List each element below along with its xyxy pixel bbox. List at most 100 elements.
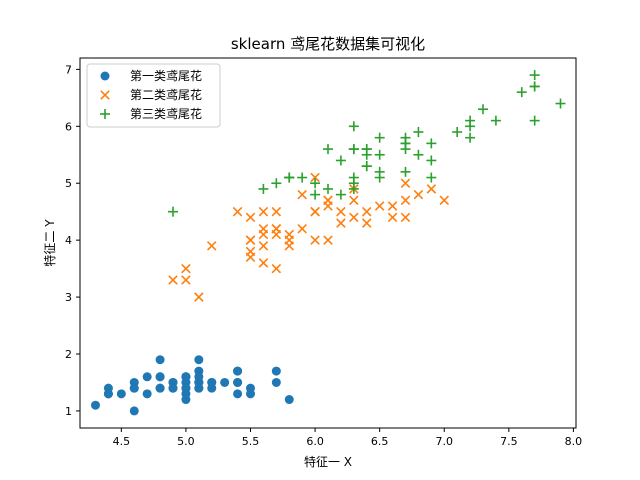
legend-marker (100, 71, 110, 81)
x-axis: 4.5 5.0 5.5 6.0 6.5 7.0 7.5 8.0 (113, 428, 582, 448)
data-point (374, 149, 385, 160)
data-point (490, 115, 501, 126)
data-point (400, 212, 411, 223)
y-tick-label: 3 (65, 291, 72, 304)
data-point (400, 195, 411, 206)
data-point (310, 206, 320, 217)
data-point (400, 138, 411, 149)
data-point (181, 263, 191, 274)
data-point (271, 206, 282, 217)
data-point (465, 132, 476, 143)
data-point (245, 252, 256, 262)
data-point (297, 189, 307, 200)
data-point (426, 138, 437, 149)
data-point (555, 98, 566, 109)
data-point (232, 206, 243, 217)
data-point (387, 212, 398, 223)
series-2 (168, 172, 450, 302)
data-point (310, 235, 320, 245)
data-point (310, 189, 321, 200)
data-point (271, 229, 282, 240)
data-point (349, 212, 359, 223)
chart-title: sklearn 鸢尾花数据集可视化 (231, 35, 425, 53)
x-tick-label: 7.5 (500, 435, 518, 448)
data-point (478, 104, 488, 115)
legend-label: 第一类鸢尾花 (130, 68, 202, 83)
data-point (103, 389, 113, 399)
data-point (258, 183, 269, 194)
legend-item: 第三类鸢尾花 (100, 106, 202, 121)
data-point (361, 206, 372, 217)
data-point (529, 70, 540, 81)
data-point (91, 400, 100, 410)
x-tick-label: 6.5 (371, 435, 389, 448)
legend-item: 第二类鸢尾花 (100, 87, 202, 102)
data-point (374, 132, 385, 143)
data-point (361, 161, 372, 172)
data-point (452, 127, 463, 137)
y-tick-label: 4 (65, 234, 72, 247)
data-point (335, 189, 346, 200)
data-point (233, 377, 243, 387)
data-point (181, 372, 191, 382)
data-point (155, 372, 165, 382)
data-point (529, 81, 540, 92)
data-point (155, 383, 165, 393)
series-3 (168, 70, 566, 217)
data-point (323, 201, 333, 211)
data-point (155, 355, 165, 365)
data-point (207, 377, 217, 387)
data-point (233, 366, 243, 376)
data-point (258, 258, 269, 268)
plot-frame (79, 57, 577, 429)
data-point (336, 206, 346, 217)
data-point (284, 172, 295, 183)
legend-marker (100, 90, 110, 100)
data-point (284, 395, 294, 405)
x-tick-label: 5.5 (242, 435, 260, 448)
data-point (426, 155, 437, 166)
data-point (361, 218, 372, 228)
x-tick-label: 6.0 (306, 435, 324, 448)
data-point (194, 355, 204, 365)
data-point (529, 115, 540, 126)
y-tick-label: 2 (65, 348, 72, 361)
data-point (168, 206, 178, 217)
data-point (335, 155, 346, 166)
legend-label: 第二类鸢尾花 (130, 87, 202, 102)
data-point (400, 178, 411, 188)
data-point (413, 189, 424, 200)
data-point (168, 383, 178, 393)
data-point (323, 235, 333, 245)
data-point (348, 178, 359, 189)
legend-marker (100, 109, 110, 119)
data-point (310, 172, 320, 183)
data-point (245, 235, 256, 245)
data-point (323, 183, 333, 194)
data-point (400, 166, 411, 177)
x-tick-label: 5.0 (177, 435, 195, 448)
data-point (374, 201, 385, 211)
data-point (323, 144, 333, 155)
data-point (206, 241, 217, 251)
data-point (348, 144, 359, 155)
legend-label: 第三类鸢尾花 (130, 106, 202, 121)
data-point (439, 195, 450, 206)
data-point (116, 389, 126, 399)
data-point (245, 212, 256, 223)
data-point (271, 366, 281, 376)
data-point (271, 178, 282, 189)
legend-box (86, 63, 221, 128)
data-point (374, 166, 385, 177)
data-point (413, 127, 424, 137)
y-tick-label: 1 (65, 405, 72, 418)
y-tick-label: 5 (65, 177, 72, 190)
data-point (516, 87, 527, 98)
legend-item: 第一类鸢尾花 (100, 68, 202, 83)
points-layer (91, 70, 566, 416)
y-tick-label: 7 (65, 63, 72, 76)
y-tick-label: 6 (65, 120, 72, 133)
data-point (246, 389, 255, 399)
